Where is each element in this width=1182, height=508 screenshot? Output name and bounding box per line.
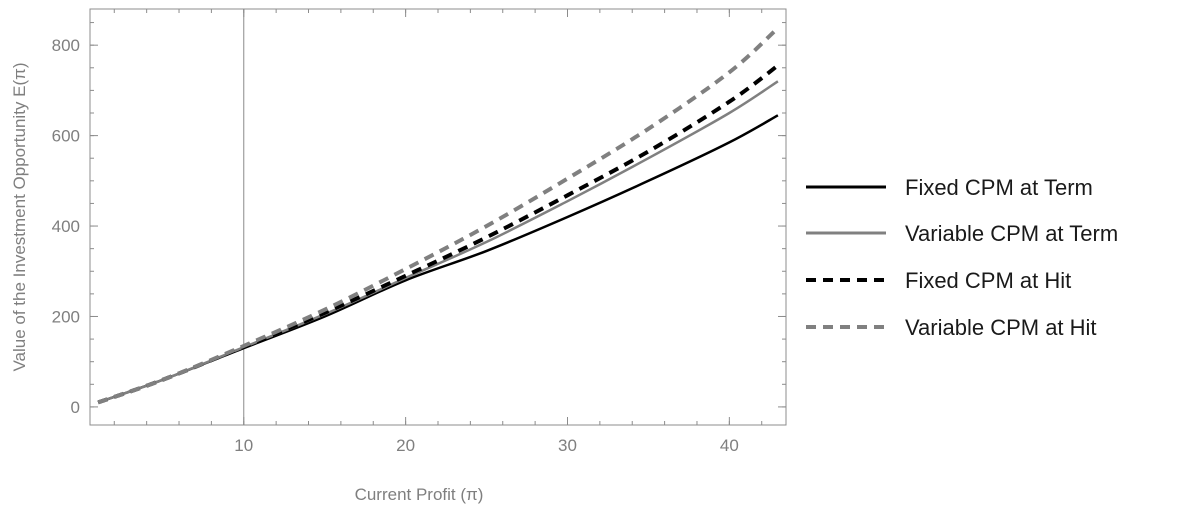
series-line-1 (97, 80, 779, 404)
y-tick-label: 400 (52, 217, 80, 236)
x-tick-label: 20 (396, 436, 415, 455)
y-tick-label: 600 (52, 127, 80, 146)
y-axis-title: Value of the Investment Opportunity E(π) (10, 62, 29, 371)
legend: Fixed CPM at Term Variable CPM at Term F… (806, 175, 1118, 340)
legend-label-fixed-hit: Fixed CPM at Hit (905, 268, 1071, 293)
legend-label-variable-hit: Variable CPM at Hit (905, 315, 1097, 340)
y-tick-label: 200 (52, 307, 80, 326)
legend-label-fixed-term: Fixed CPM at Term (905, 175, 1093, 200)
x-axis-title: Current Profit (π) (355, 485, 484, 504)
x-tick-label: 10 (234, 436, 253, 455)
series-group (97, 26, 780, 405)
y-tick-label: 800 (52, 36, 80, 55)
legend-label-variable-term: Variable CPM at Term (905, 221, 1118, 246)
x-tick-label: 30 (558, 436, 577, 455)
x-tick-label: 40 (720, 436, 739, 455)
y-tick-label: 0 (71, 398, 80, 417)
series-line-2 (97, 63, 780, 405)
series-line-3 (97, 26, 780, 405)
plot-frame (89, 8, 787, 426)
series-line-0 (97, 114, 779, 404)
